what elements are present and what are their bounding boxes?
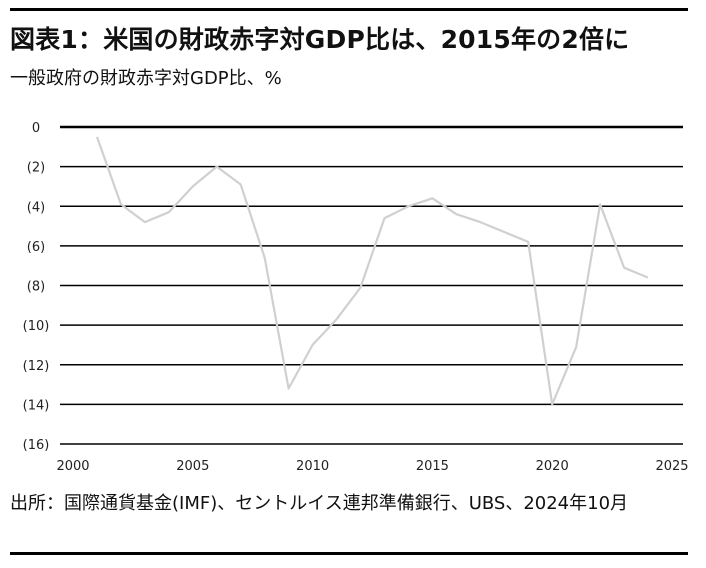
y-tick-label: (4) <box>27 200 45 215</box>
bottom-rule <box>10 552 688 555</box>
y-tick-label: (14) <box>23 398 50 413</box>
x-tick-label: 2000 <box>56 459 89 474</box>
y-tick-label: (10) <box>23 319 50 334</box>
x-tick-label: 2025 <box>655 459 688 474</box>
top-rule <box>10 8 688 11</box>
x-tick-label: 2020 <box>536 459 569 474</box>
y-tick-label: 0 <box>32 121 40 136</box>
y-tick-label: (2) <box>27 161 45 176</box>
chart-subtitle: 一般政府の財政赤字対GDP比、% <box>10 68 282 89</box>
deficit-line-chart: 0 (2) (4) (6) (8) (10) (12) (14) (16) 2000 2005 201… <box>23 121 689 474</box>
chart-title: 図表1：米国の財政赤字対GDP比は、2015年の2倍に <box>10 25 630 54</box>
series-line <box>95 136 649 406</box>
x-tick-label: 2015 <box>416 459 449 474</box>
y-tick-label: (12) <box>23 359 50 374</box>
y-tick-label: (6) <box>27 240 45 255</box>
y-tick-label: (16) <box>23 438 50 453</box>
y-tick-label: (8) <box>27 280 45 295</box>
x-tick-label: 2005 <box>176 459 209 474</box>
x-tick-label: 2010 <box>296 459 329 474</box>
source-note: 出所：国際通貨基金(IMF)、セントルイス連邦準備銀行、UBS、2024年10月 <box>10 493 629 514</box>
